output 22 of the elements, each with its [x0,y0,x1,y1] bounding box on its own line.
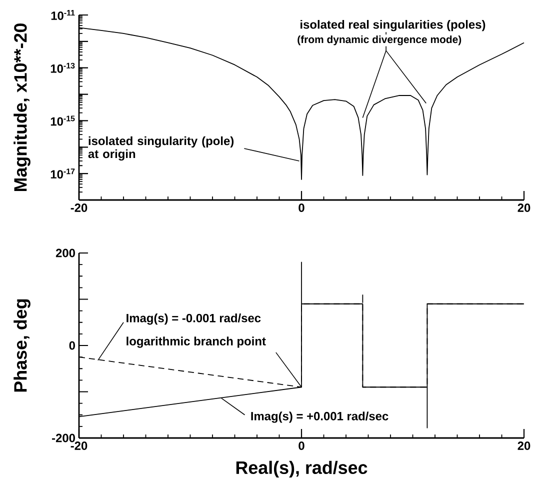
x-axis-title: Real(s), rad/sec [236,460,368,478]
y-tick-label: 10$^{-15}$ [50,116,75,126]
annotation: (from dynamic divergence mode) [298,35,462,46]
x-tick-label: 0 [298,204,304,212]
y-axis-title: Magnitude, x10**-20 [14,24,30,192]
y-tick-label: 200 [56,248,75,258]
x-tick-label: -20 [70,204,88,212]
annotation: isolated singularity (pole) at origin [88,136,234,161]
annotation: Imag(s) = +0.001 rad/sec [251,412,388,423]
y-tick-label: -200 [52,434,75,442]
x-tick-label: 20 [518,442,530,450]
y-axis-title: Phase, deg [14,299,30,392]
annotation: Imag(s) = -0.001 rad/sec [126,314,261,325]
x-tick-label: 0 [298,442,304,450]
y-tick-label: 10$^{-13}$ [50,62,75,73]
x-tick-label: 20 [518,204,530,212]
y-tick-label: 0 [69,341,75,350]
annotation: logarithmic branch point [126,336,266,348]
y-tick-label: 10$^{-11}$ [51,10,75,20]
annotation: isolated real singularities (poles) [300,20,486,32]
y-tick-label: 10$^{-17}$ [50,168,75,179]
x-tick-label: -20 [70,442,88,450]
